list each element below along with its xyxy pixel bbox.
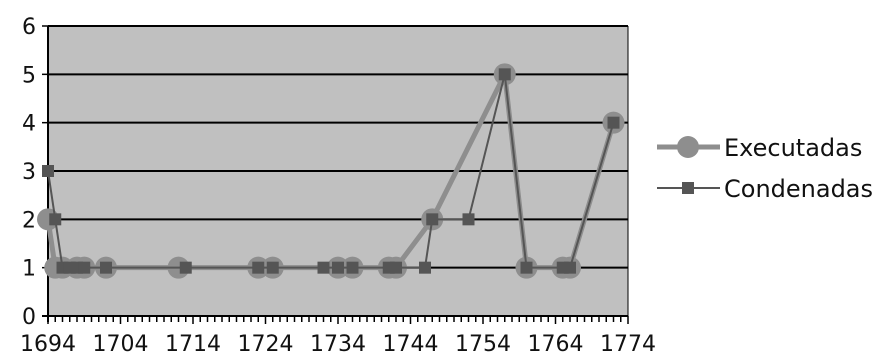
point-condenadas bbox=[78, 261, 91, 274]
x-axis-tick-labels: 1694 1704 1714 1724 1734 1744 1754 1764 1774 bbox=[20, 332, 656, 355]
point-condenadas bbox=[390, 261, 402, 274]
x-tick-label: 1714 bbox=[165, 332, 221, 355]
point-condenadas bbox=[498, 68, 511, 81]
x-tick-label: 1744 bbox=[383, 332, 439, 355]
legend-label-condenadas: Condenadas bbox=[724, 175, 873, 203]
x-tick-label: 1774 bbox=[600, 332, 656, 355]
y-tick-label: 0 bbox=[22, 305, 36, 330]
x-tick-label: 1704 bbox=[93, 332, 149, 355]
y-tick-label: 6 bbox=[22, 15, 36, 40]
point-condenadas bbox=[252, 261, 265, 274]
series-layer bbox=[37, 63, 625, 279]
y-tick-label: 5 bbox=[22, 63, 36, 88]
point-condenadas bbox=[426, 213, 439, 226]
legend-marker-condenadas bbox=[682, 182, 694, 194]
point-condenadas bbox=[49, 213, 62, 226]
point-condenadas bbox=[564, 261, 576, 274]
legend-entry-executadas: Executadas bbox=[657, 134, 862, 162]
legend-marker-executadas bbox=[677, 136, 699, 158]
y-tick-label: 4 bbox=[22, 112, 36, 137]
point-condenadas bbox=[179, 261, 192, 274]
y-axis-tick-labels: 0 1 2 3 4 5 6 bbox=[22, 15, 36, 330]
legend: Executadas Condenadas bbox=[657, 134, 873, 203]
point-condenadas bbox=[42, 165, 54, 177]
point-condenadas bbox=[317, 261, 330, 274]
y-tick-label: 3 bbox=[22, 160, 36, 185]
y-tick-label: 1 bbox=[22, 257, 36, 282]
point-condenadas bbox=[266, 261, 279, 274]
x-tick-label: 1734 bbox=[310, 332, 366, 355]
point-condenadas bbox=[332, 261, 344, 274]
x-tick-label: 1694 bbox=[20, 332, 76, 355]
y-tick-label: 2 bbox=[22, 208, 36, 233]
point-condenadas bbox=[419, 261, 431, 274]
point-condenadas bbox=[100, 261, 112, 274]
point-condenadas bbox=[346, 261, 359, 274]
x-tick-label: 1724 bbox=[238, 332, 294, 355]
x-tick-label: 1764 bbox=[528, 332, 584, 355]
point-condenadas bbox=[520, 261, 533, 274]
point-condenadas bbox=[607, 116, 620, 129]
legend-entry-condenadas: Condenadas bbox=[657, 175, 873, 203]
point-condenadas bbox=[462, 213, 475, 226]
legend-label-executadas: Executadas bbox=[724, 134, 862, 162]
series-condenadas bbox=[42, 68, 620, 274]
x-tick-label: 1754 bbox=[455, 332, 511, 355]
